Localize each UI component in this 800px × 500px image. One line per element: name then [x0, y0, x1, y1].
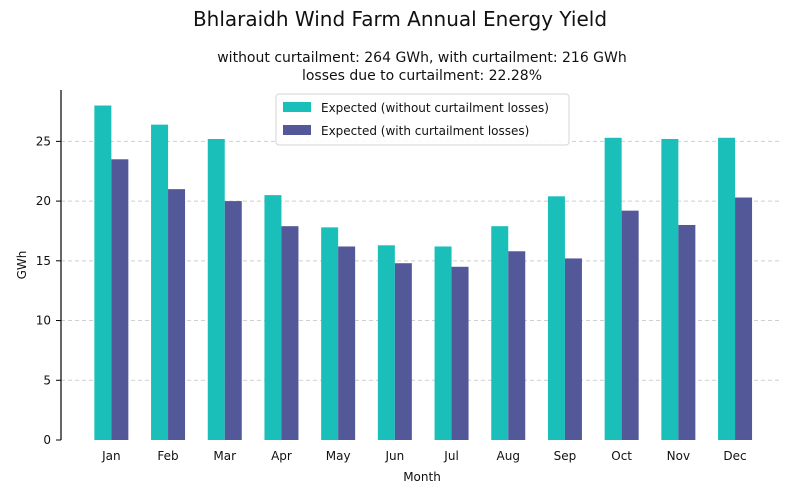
legend-label-without-curtailment: Expected (without curtailment losses)	[321, 101, 549, 115]
x-axis-label: Month	[403, 470, 441, 484]
bars	[94, 105, 753, 441]
x-tick-label: Sep	[554, 449, 577, 463]
legend: Expected (without curtailment losses) Ex…	[275, 93, 570, 146]
bar-without-curtailment-may	[321, 227, 339, 440]
y-tick-label: 5	[43, 373, 51, 387]
x-ticks: Jan Feb Mar Apr May Jun Jul Aug Sep Oct Nov Dec	[101, 449, 747, 463]
bar-without-curtailment-mar	[207, 138, 225, 440]
bar-without-curtailment-jul	[434, 246, 452, 440]
y-axis-label: GWh	[15, 251, 29, 280]
legend-box	[275, 93, 570, 146]
x-tick-label: Apr	[271, 449, 292, 463]
bar-with-curtailment-oct	[621, 210, 639, 440]
x-tick-label: Jan	[101, 449, 121, 463]
x-tick-label: Oct	[611, 449, 632, 463]
x-tick-label: Mar	[213, 449, 236, 463]
bar-without-curtailment-jan	[94, 105, 112, 441]
x-tick-label: Jun	[384, 449, 404, 463]
bar-with-curtailment-apr	[281, 226, 299, 440]
y-tick-label: 25	[36, 134, 51, 148]
bar-with-curtailment-dec	[735, 197, 753, 440]
bar-without-curtailment-oct	[604, 137, 622, 441]
x-tick-label: Feb	[157, 449, 178, 463]
y-tick-label: 10	[36, 314, 51, 328]
chart-title: Bhlaraidh Wind Farm Annual Energy Yield	[193, 7, 607, 31]
bar-without-curtailment-feb	[151, 124, 169, 441]
x-tick-label: Jul	[443, 449, 458, 463]
chart-subtitle-line-2: losses due to curtailment: 22.28%	[302, 68, 542, 84]
bar-without-curtailment-jun	[377, 245, 395, 440]
bar-with-curtailment-jul	[451, 266, 469, 440]
legend-swatch-with-curtailment	[283, 125, 311, 135]
bar-without-curtailment-aug	[491, 226, 509, 440]
bar-without-curtailment-apr	[264, 195, 282, 440]
x-tick-label: May	[326, 449, 351, 463]
legend-label-with-curtailment: Expected (with curtailment losses)	[321, 124, 529, 138]
bar-with-curtailment-may	[338, 246, 356, 440]
y-ticks: 0 5 10 15 20 25	[36, 134, 61, 447]
bar-without-curtailment-nov	[661, 138, 679, 440]
legend-swatch-without-curtailment	[283, 102, 311, 112]
bar-without-curtailment-dec	[718, 137, 736, 441]
y-tick-label: 20	[36, 194, 51, 208]
bar-with-curtailment-mar	[224, 201, 242, 440]
bar-with-curtailment-sep	[564, 258, 582, 440]
y-tick-label: 0	[43, 433, 51, 447]
y-tick-label: 15	[36, 254, 51, 268]
bar-without-curtailment-sep	[547, 196, 565, 440]
x-tick-label: Dec	[723, 449, 746, 463]
x-tick-label: Nov	[667, 449, 690, 463]
bar-with-curtailment-aug	[508, 251, 526, 440]
bar-with-curtailment-jan	[111, 159, 129, 441]
bar-with-curtailment-feb	[168, 189, 186, 440]
bar-with-curtailment-nov	[678, 224, 696, 440]
bar-with-curtailment-jun	[394, 263, 412, 440]
chart-subtitle-line-1: without curtailment: 264 GWh, with curta…	[217, 50, 627, 66]
x-tick-label: Aug	[497, 449, 520, 463]
